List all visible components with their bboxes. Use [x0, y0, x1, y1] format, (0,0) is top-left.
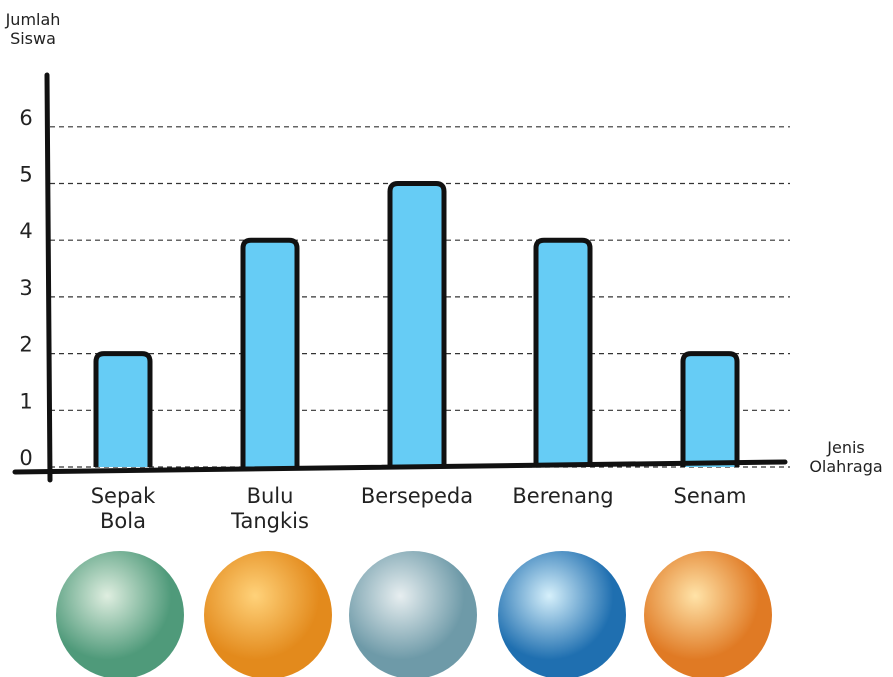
- x-axis-label: Jenis Olahraga: [796, 438, 893, 476]
- y-tick-label: 0: [19, 446, 32, 470]
- x-tick-label: Bersepeda: [342, 484, 492, 509]
- page: {"chart_data": {"type": "bar", "y_label"…: [0, 0, 893, 677]
- y-tick-label: 1: [19, 389, 32, 413]
- y-tick-label: 3: [19, 276, 32, 300]
- x-tick-label: Senam: [635, 484, 785, 509]
- illustration: [204, 551, 332, 677]
- illustration: [498, 551, 626, 677]
- illustration: [644, 551, 772, 677]
- x-tick-label: Sepak Bola: [48, 484, 198, 534]
- illustration: [349, 551, 477, 677]
- y-tick-label: 4: [19, 219, 32, 243]
- y-tick-label: 6: [19, 106, 32, 130]
- y-tick-label: 5: [19, 163, 32, 187]
- bar: [390, 184, 444, 468]
- bar: [536, 240, 590, 467]
- y-axis: [47, 75, 50, 480]
- x-tick-label: Berenang: [488, 484, 638, 509]
- y-axis-label: Jumlah Siswa: [0, 10, 83, 48]
- bar: [243, 240, 297, 467]
- chart: 0 1 2 3 4 5 6: [0, 0, 893, 677]
- illustration: [56, 551, 184, 677]
- y-tick-label: 2: [19, 333, 32, 357]
- bars: [96, 184, 737, 468]
- bar: [96, 354, 150, 467]
- x-tick-label: Bulu Tangkis: [195, 484, 345, 534]
- bar: [683, 354, 737, 467]
